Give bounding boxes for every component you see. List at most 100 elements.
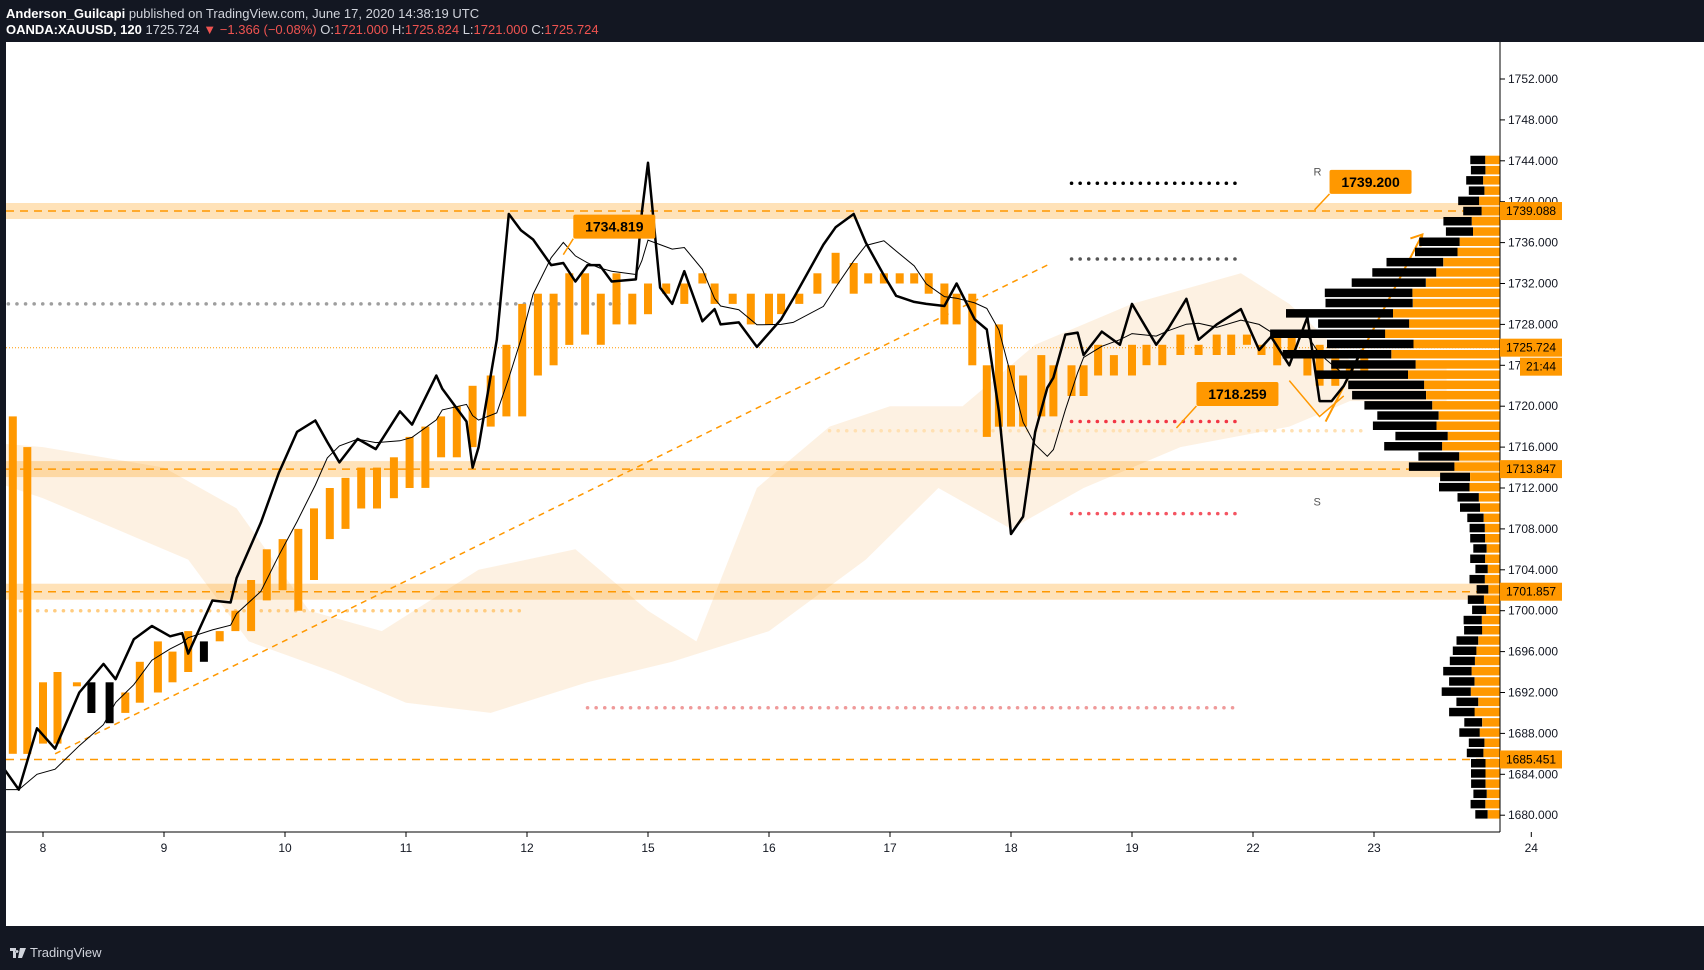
callout-box[interactable] [1196,382,1279,407]
price-bar[interactable] [895,273,904,284]
price-bar[interactable] [710,283,719,304]
price-bar[interactable] [168,651,177,683]
level-price-tag[interactable] [1500,582,1562,601]
price-bar[interactable] [262,549,271,601]
price-bar[interactable] [215,631,224,642]
price-bar[interactable] [746,293,755,325]
price-bar[interactable] [765,293,773,325]
price-bar[interactable] [389,457,398,499]
price-bar[interactable] [596,293,605,345]
price-bar[interactable] [1303,355,1312,376]
price-bar[interactable] [1079,365,1088,396]
symbol-label[interactable]: OANDA:XAUUSD, 120 [6,22,142,37]
price-bar[interactable] [1142,344,1151,366]
price-bar[interactable] [135,661,144,703]
current-price-tag[interactable] [1500,338,1562,357]
price-bar[interactable] [8,416,17,754]
price-bar[interactable] [502,344,511,417]
price-bar[interactable] [486,375,495,427]
level-price-tag[interactable] [1500,750,1562,769]
price-bar[interactable] [831,252,840,284]
price-bar[interactable] [310,508,318,580]
price-bar[interactable] [864,273,873,284]
price-bar[interactable] [1049,365,1058,417]
price-bar[interactable] [549,293,558,366]
tradingview-logo[interactable]: TradingView [10,945,102,960]
price-bar[interactable] [325,488,334,540]
price-bar[interactable] [698,273,707,284]
price-bar[interactable] [1287,334,1296,355]
price-bar[interactable] [23,447,32,754]
price-bar[interactable] [1019,375,1028,427]
price-bar[interactable] [468,385,477,448]
price-bar[interactable] [1212,334,1221,355]
price-bar[interactable] [39,682,47,744]
price-bar[interactable] [680,283,689,304]
price-bar[interactable] [405,436,414,488]
price-bar[interactable] [1242,334,1251,345]
price-bar[interactable] [357,467,366,509]
price-bar[interactable] [1176,334,1185,355]
price-bar[interactable] [105,682,114,724]
price-bar[interactable] [994,324,1003,427]
price-bar[interactable] [565,273,574,345]
price-bar[interactable] [231,610,240,632]
price-bar[interactable] [294,528,303,611]
price-axis[interactable] [1500,42,1704,926]
price-bar[interactable] [910,273,919,284]
price-bar[interactable] [153,641,162,693]
price-bar[interactable] [1037,355,1046,417]
price-bar[interactable] [53,672,62,744]
price-bar[interactable] [924,273,933,294]
moving-average-line[interactable] [0,239,1362,810]
price-bar[interactable] [728,293,737,304]
price-bar[interactable] [1194,344,1203,355]
price-bar[interactable] [1158,344,1167,366]
price-bar[interactable] [628,293,637,325]
price-bar[interactable] [581,273,590,335]
level-price-tag[interactable] [1500,202,1562,221]
price-bar[interactable] [1109,355,1118,376]
price-bar[interactable] [373,467,381,509]
price-line[interactable] [0,161,1364,810]
price-bar[interactable] [121,692,130,713]
price-bar[interactable] [518,303,527,417]
price-bar[interactable] [982,365,991,437]
price-bar[interactable] [1007,365,1015,427]
price-bar[interactable] [1094,344,1103,376]
price-bar[interactable] [452,406,461,458]
trend-line[interactable] [54,264,1048,755]
price-bar[interactable] [1315,344,1324,386]
price-bar[interactable] [247,580,256,632]
price-bar[interactable] [421,426,430,488]
price-bar[interactable] [644,283,652,315]
price-bar[interactable] [72,682,81,687]
price-bar[interactable] [533,293,542,376]
callout-box[interactable] [573,214,656,239]
price-bar[interactable] [278,539,287,591]
price-bar[interactable] [813,273,822,294]
price-bar[interactable] [662,283,671,294]
price-bar[interactable] [1257,344,1266,355]
price-bar[interactable] [777,293,786,315]
price-bar[interactable] [849,263,858,294]
price-bar[interactable] [612,273,621,325]
price-bar[interactable] [341,477,350,529]
price-bar[interactable] [437,416,446,458]
price-bar[interactable] [87,682,96,713]
price-bar[interactable] [968,293,977,366]
callout-box[interactable] [1329,169,1412,194]
price-bar[interactable] [795,293,804,304]
price-bar[interactable] [952,293,961,325]
price-bar[interactable] [1067,365,1076,396]
author-name[interactable]: Anderson_Guilcapi [6,6,126,21]
price-bar[interactable] [1273,334,1282,366]
price-chart[interactable]: RS 1752.0001748.0001744.0001740.0001736.… [0,42,1704,926]
level-price-tag[interactable] [1500,460,1562,479]
price-bar[interactable] [199,641,208,662]
price-bar[interactable] [1227,334,1236,355]
price-bar[interactable] [879,273,888,284]
x-tick-label: 12 [520,841,534,855]
price-bar[interactable] [1128,344,1136,376]
